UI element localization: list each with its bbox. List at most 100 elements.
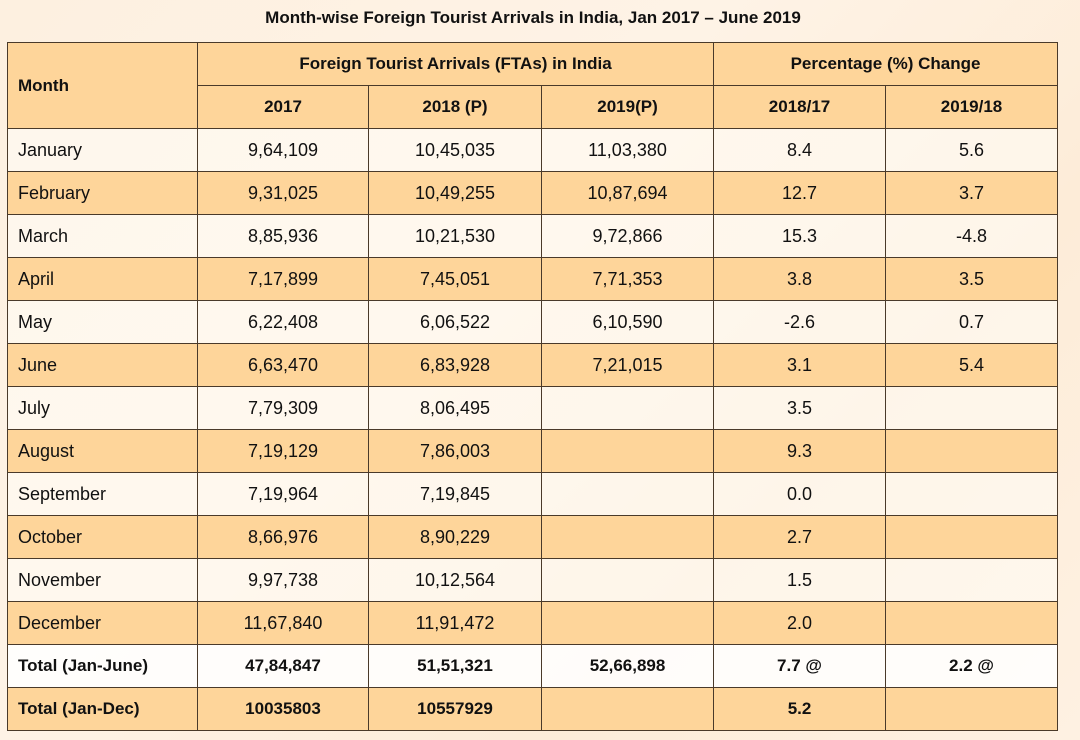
header-2017: 2017 — [197, 85, 369, 129]
cell-2017: 9,64,109 — [197, 128, 369, 172]
table-row: February 9,31,025 10,49,255 10,87,694 12… — [7, 171, 1059, 215]
cell-change-18-17: 5.2 — [713, 687, 887, 731]
table-row: June 6,63,470 6,83,928 7,21,015 3.1 5.4 — [7, 343, 1059, 387]
cell-2018: 51,51,321 — [368, 644, 542, 688]
cell-2017: 9,31,025 — [197, 171, 369, 215]
cell-month: December — [7, 601, 198, 645]
cell-2018: 10557929 — [368, 687, 542, 731]
cell-change-19-18: 0.7 — [885, 300, 1059, 344]
cell-change-18-17: 9.3 — [713, 429, 887, 473]
cell-2019 — [540, 472, 715, 516]
cell-2018: 8,90,229 — [368, 515, 542, 559]
header-month: Month — [7, 42, 198, 129]
cell-2018: 7,86,003 — [368, 429, 542, 473]
cell-2018: 10,49,255 — [368, 171, 542, 215]
table-row: May 6,22,408 6,06,522 6,10,590 -2.6 0.7 — [7, 300, 1059, 344]
cell-month: May — [7, 300, 198, 344]
cell-change-19-18 — [885, 558, 1059, 602]
cell-change-18-17: -2.6 — [713, 300, 887, 344]
cell-change-19-18: 2.2 @ — [885, 644, 1059, 688]
cell-2017: 7,19,964 — [197, 472, 369, 516]
header-fta-group: Foreign Tourist Arrivals (FTAs) in India — [196, 42, 715, 86]
cell-month: November — [7, 558, 198, 602]
cell-2017: 7,17,899 — [197, 257, 369, 301]
header-2018: 2018 (P) — [368, 85, 542, 129]
cell-2017: 8,85,936 — [197, 214, 369, 258]
cell-change-19-18: 3.7 — [885, 171, 1059, 215]
cell-2019: 52,66,898 — [540, 644, 715, 688]
cell-2018: 6,83,928 — [368, 343, 542, 387]
cell-month: Total (Jan-Dec) — [7, 687, 198, 731]
cell-month: June — [7, 343, 198, 387]
cell-month: October — [7, 515, 198, 559]
cell-2018: 11,91,472 — [368, 601, 542, 645]
cell-2019 — [540, 386, 715, 430]
cell-2017: 9,97,738 — [197, 558, 369, 602]
cell-change-19-18: 3.5 — [885, 257, 1059, 301]
total-row-jan-dec: Total (Jan-Dec) 10035803 10557929 5.2 — [7, 687, 1059, 731]
cell-2018: 10,12,564 — [368, 558, 542, 602]
cell-change-19-18: -4.8 — [885, 214, 1059, 258]
cell-change-19-18 — [885, 515, 1059, 559]
cell-2017: 7,19,129 — [197, 429, 369, 473]
cell-2019: 9,72,866 — [540, 214, 715, 258]
header-pct-group: Percentage (%) Change — [713, 42, 1059, 86]
cell-month: January — [7, 128, 198, 172]
cell-2018: 10,21,530 — [368, 214, 542, 258]
cell-2017: 11,67,840 — [197, 601, 369, 645]
cell-change-19-18 — [885, 472, 1059, 516]
cell-2018: 6,06,522 — [368, 300, 542, 344]
cell-change-18-17: 3.5 — [713, 386, 887, 430]
cell-2019: 10,87,694 — [540, 171, 715, 215]
cell-change-18-17: 0.0 — [713, 472, 887, 516]
cell-2017: 10035803 — [197, 687, 369, 731]
cell-2018: 7,19,845 — [368, 472, 542, 516]
cell-2019 — [540, 558, 715, 602]
cell-change-19-18 — [885, 429, 1059, 473]
cell-change-19-18: 5.4 — [885, 343, 1059, 387]
cell-2018: 10,45,035 — [368, 128, 542, 172]
table-row: March 8,85,936 10,21,530 9,72,866 15.3 -… — [7, 214, 1059, 258]
cell-month: April — [7, 257, 198, 301]
cell-2019: 11,03,380 — [540, 128, 715, 172]
cell-2019 — [540, 429, 715, 473]
cell-2019: 7,21,015 — [540, 343, 715, 387]
cell-2017: 6,63,470 — [197, 343, 369, 387]
cell-change-18-17: 2.0 — [713, 601, 887, 645]
cell-2019: 6,10,590 — [540, 300, 715, 344]
cell-change-18-17: 2.7 — [713, 515, 887, 559]
cell-change-18-17: 1.5 — [713, 558, 887, 602]
cell-2017: 7,79,309 — [197, 386, 369, 430]
table-row: July 7,79,309 8,06,495 3.5 — [7, 386, 1059, 430]
cell-change-18-17: 3.8 — [713, 257, 887, 301]
table-row: December 11,67,840 11,91,472 2.0 — [7, 601, 1059, 645]
cell-change-18-17: 12.7 — [713, 171, 887, 215]
cell-month: Total (Jan-June) — [7, 644, 198, 688]
cell-2017: 47,84,847 — [197, 644, 369, 688]
cell-month: March — [7, 214, 198, 258]
table-title: Month-wise Foreign Tourist Arrivals in I… — [265, 8, 801, 27]
total-row-jan-june: Total (Jan-June) 47,84,847 51,51,321 52,… — [7, 644, 1059, 688]
fta-table: Month Foreign Tourist Arrivals (FTAs) in… — [7, 42, 1059, 731]
table-row: August 7,19,129 7,86,003 9.3 — [7, 429, 1059, 473]
cell-change-19-18 — [885, 386, 1059, 430]
cell-2019 — [540, 515, 715, 559]
table-row: January 9,64,109 10,45,035 11,03,380 8.4… — [7, 128, 1059, 172]
cell-change-18-17: 3.1 — [713, 343, 887, 387]
table-row: September 7,19,964 7,19,845 0.0 — [7, 472, 1059, 516]
cell-2017: 6,22,408 — [197, 300, 369, 344]
cell-change-18-17: 15.3 — [713, 214, 887, 258]
cell-change-19-18 — [885, 601, 1059, 645]
cell-change-19-18 — [885, 687, 1059, 731]
cell-month: September — [7, 472, 198, 516]
header-2019-18: 2019/18 — [885, 85, 1059, 129]
cell-2018: 8,06,495 — [368, 386, 542, 430]
cell-change-18-17: 7.7 @ — [713, 644, 887, 688]
header-2019: 2019(P) — [540, 85, 715, 129]
cell-change-18-17: 8.4 — [713, 128, 887, 172]
cell-2019: 7,71,353 — [540, 257, 715, 301]
cell-month: August — [7, 429, 198, 473]
cell-2017: 8,66,976 — [197, 515, 369, 559]
table-row: April 7,17,899 7,45,051 7,71,353 3.8 3.5 — [7, 257, 1059, 301]
cell-month: July — [7, 386, 198, 430]
